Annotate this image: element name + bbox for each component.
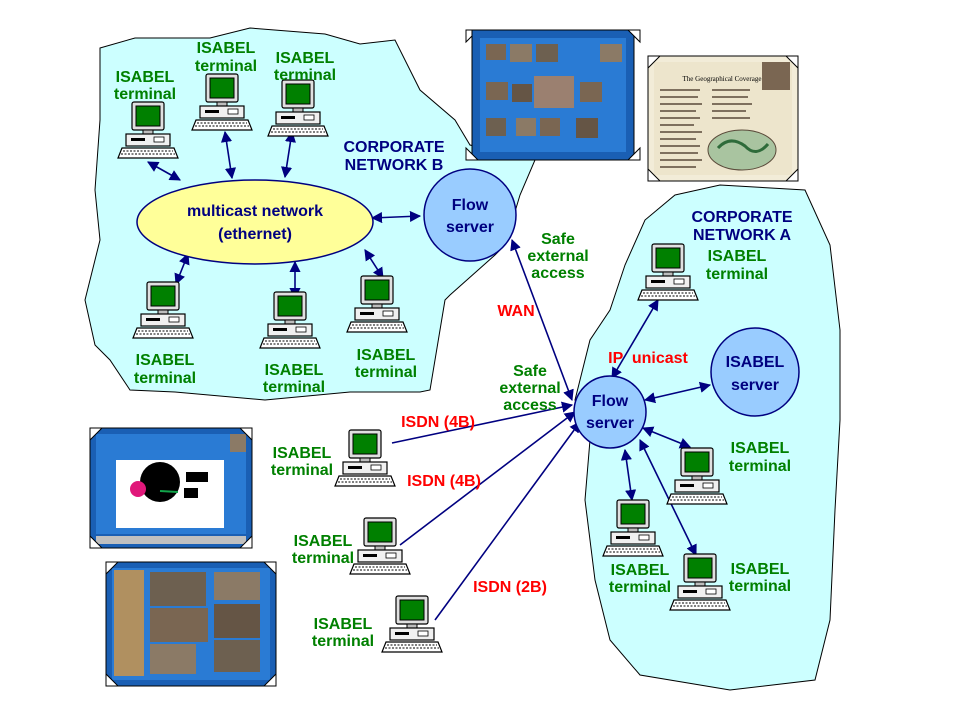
terminal-label-1: ISABEL [197, 40, 256, 57]
flow-server-a-label-2: server [586, 415, 634, 432]
terminal-label-2: terminal [355, 364, 417, 381]
isabel-terminal: ISABEL terminal [312, 595, 443, 653]
isabel-terminal: ISABEL terminal [602, 499, 671, 596]
isabel-terminal: ISABEL terminal [191, 40, 257, 131]
wan-label: WAN [497, 303, 534, 320]
isdn-label-2: ISDN (4B) [407, 473, 481, 490]
ip-unicast-label: IP unicast [608, 350, 688, 367]
isdn-label-3: ISDN (2B) [473, 579, 547, 596]
isabel-server-label-2: server [731, 377, 779, 394]
screenshot-whiteboard [89, 427, 253, 549]
links-external [391, 238, 581, 621]
computer-icon [381, 595, 443, 653]
terminal-label-1: ISABEL [611, 562, 670, 579]
screenshot-video-grid [465, 29, 641, 161]
safe-access-b-3: access [531, 265, 584, 282]
isabel-terminal: ISABEL terminal [114, 69, 179, 159]
isabel-terminal: ISABEL terminal [271, 429, 396, 487]
isabel-server [710, 327, 800, 417]
isabel-terminal: ISABEL terminal [132, 281, 196, 387]
isdn-label-1: ISDN (4B) [401, 414, 475, 431]
terminal-label-1: ISABEL [136, 352, 195, 369]
terminal-label-1: ISABEL [276, 50, 335, 67]
terminal-label-2: terminal [729, 578, 791, 595]
terminal-label-2: terminal [274, 67, 336, 84]
safe-access-a-3: access [503, 397, 556, 414]
network-a-label-2: NETWORK A [693, 227, 792, 244]
isabel-terminal: ISABEL terminal [669, 553, 791, 611]
network-a-label-1: CORPORATE [691, 209, 792, 226]
network-b-label-2: NETWORK B [345, 157, 444, 174]
isabel-terminal: ISABEL terminal [292, 517, 411, 575]
isabel-terminal: ISABEL terminal [267, 50, 336, 137]
geo-title: The Geographical Coverage [683, 75, 762, 83]
flow-server-b-label-2: server [446, 219, 494, 236]
screenshot-geographical-coverage: The Geographical Coverage [647, 55, 799, 182]
computer-icon [349, 517, 411, 575]
terminal-label-2: terminal [312, 633, 374, 650]
terminal-label-1: ISABEL [708, 248, 767, 265]
terminal-label-2: terminal [114, 86, 176, 103]
terminal-label-2: terminal [292, 550, 354, 567]
terminal-label-1: ISABEL [731, 561, 790, 578]
flow-server-b [423, 168, 517, 262]
safe-access-b-2: external [527, 248, 588, 265]
terminal-label-1: ISABEL [357, 347, 416, 364]
multicast-network [136, 179, 374, 265]
flow-server-a [573, 375, 647, 449]
terminal-label-2: terminal [271, 462, 333, 479]
network-b-label-1: CORPORATE [343, 139, 444, 156]
isabel-terminal: ISABEL terminal [666, 440, 791, 505]
multicast-label-2: (ethernet) [218, 226, 292, 243]
multicast-label-1: multicast network [187, 203, 323, 220]
computer-icon [334, 429, 396, 487]
terminal-label-2: terminal [134, 370, 196, 387]
links-network-a [611, 299, 712, 557]
safe-access-b-1: Safe [541, 231, 575, 248]
isabel-terminal: ISABEL terminal [637, 243, 768, 301]
terminal-label-2: terminal [263, 379, 325, 396]
isabel-terminal: ISABEL terminal [346, 275, 417, 381]
terminal-label-2: terminal [706, 266, 768, 283]
terminal-label-1: ISABEL [731, 440, 790, 457]
screenshot-video-panels [105, 561, 277, 687]
isabel-server-label-1: ISABEL [726, 354, 785, 371]
terminal-label-1: ISABEL [314, 616, 373, 633]
safe-access-a-1: Safe [513, 363, 547, 380]
terminal-label-2: terminal [195, 58, 257, 75]
terminal-label-2: terminal [609, 579, 671, 596]
terminal-label-1: ISABEL [116, 69, 175, 86]
safe-access-a-2: external [499, 380, 560, 397]
flow-server-b-label-1: Flow [452, 197, 489, 214]
terminal-label-1: ISABEL [294, 533, 353, 550]
terminal-label-1: ISABEL [265, 362, 324, 379]
terminal-label-1: ISABEL [273, 445, 332, 462]
terminal-label-2: terminal [729, 458, 791, 475]
flow-server-a-label-1: Flow [592, 393, 629, 410]
isabel-terminal: ISABEL terminal [259, 291, 325, 396]
